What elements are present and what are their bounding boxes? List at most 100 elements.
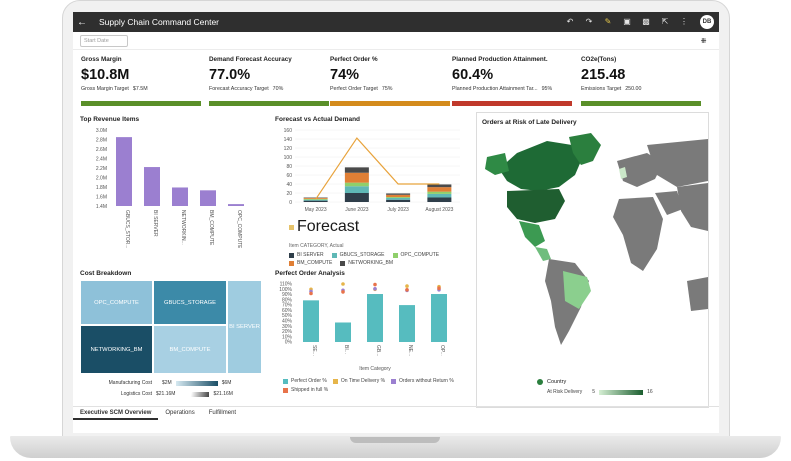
map-legend: Country	[537, 379, 566, 385]
stack-segment[interactable]	[427, 191, 452, 194]
marker[interactable]	[341, 290, 345, 294]
redo-icon[interactable]: ↷	[585, 17, 593, 26]
bar[interactable]	[399, 305, 415, 342]
start-date-field[interactable]: Start Date	[80, 35, 128, 47]
stack-segment[interactable]	[427, 197, 452, 203]
legend-item: On Time Delivery %	[332, 378, 385, 384]
treemap-cell-bm-compute[interactable]: BM_COMPUTE	[153, 325, 227, 374]
bar[interactable]	[200, 190, 216, 206]
stack-segment[interactable]	[427, 187, 452, 192]
forecast-line[interactable]	[315, 137, 440, 200]
kpi-target: Perfect Order Target 75%	[330, 86, 393, 92]
kpi-tile[interactable]: CO2e(Tons) 215.48 Emissions Target 250.00	[581, 56, 701, 106]
kpi-label: Planned Production Attainment.	[452, 56, 548, 63]
map-country-middle-east[interactable]	[655, 191, 683, 215]
stack-segment[interactable]	[386, 194, 411, 198]
y-tick-label: 20%	[282, 329, 293, 335]
save-icon[interactable]: ▣	[623, 17, 631, 26]
treemap-cell-opc-compute[interactable]: OPC_COMPUTE	[80, 280, 153, 325]
map-country-greenland[interactable]	[569, 133, 601, 165]
stack-segment[interactable]	[386, 197, 411, 200]
stack-segment[interactable]	[386, 197, 411, 198]
y-tick-label: 0%	[285, 340, 293, 346]
bar[interactable]	[367, 294, 383, 342]
map-country-europe[interactable]	[617, 153, 663, 187]
kpi-tile[interactable]: Demand Forecast Accuracy 77.0% Forecast Ac…	[209, 56, 329, 106]
stack-segment[interactable]	[427, 184, 452, 188]
stack-segment[interactable]	[303, 200, 328, 202]
map-country-asia[interactable]	[677, 183, 708, 231]
treemap-cell-gbucs-storage[interactable]: GBUCS_STORAGE	[153, 280, 227, 325]
treemap-cell-bi-server[interactable]: BI SERVER	[227, 280, 262, 374]
legend-item: BI SERVER	[289, 252, 324, 258]
y-tick-label: 2.2M	[96, 166, 107, 172]
marker[interactable]	[341, 282, 345, 286]
map-country-africa[interactable]	[613, 197, 663, 271]
filter-icon[interactable]: ⧻	[700, 36, 707, 45]
stack-segment[interactable]	[386, 193, 411, 195]
bar[interactable]	[303, 300, 319, 342]
bar[interactable]	[144, 167, 160, 206]
kpi-tile[interactable]: Gross Margin $10.8M Gross Margin Target $7.…	[81, 56, 201, 106]
marker[interactable]	[373, 286, 377, 291]
y-tick-label: 60%	[282, 308, 293, 314]
y-tick-label: 80	[286, 164, 292, 170]
map-country-brazil[interactable]	[563, 271, 591, 309]
bar[interactable]	[116, 137, 132, 206]
more-icon[interactable]: ⋮	[680, 17, 688, 26]
marker[interactable]	[309, 291, 313, 296]
x-tick-label: July 2023	[387, 207, 409, 213]
bar[interactable]	[431, 294, 447, 342]
y-tick-label: 60	[286, 173, 292, 179]
kpi-tile[interactable]: Perfect Order % 74% Perfect Order Target 75…	[330, 56, 450, 106]
tab-operations[interactable]: Operations	[165, 410, 195, 416]
stack-segment[interactable]	[344, 182, 369, 187]
stack-segment[interactable]	[386, 199, 411, 202]
share-icon[interactable]: ⇱	[661, 17, 669, 26]
present-icon[interactable]: ▩	[642, 17, 650, 26]
map-country-usa[interactable]	[507, 189, 565, 223]
stack-segment[interactable]	[344, 193, 369, 202]
x-tick-label: SE...	[311, 345, 317, 356]
legend-item: BM_COMPUTE	[289, 260, 332, 266]
stack-segment[interactable]	[344, 186, 369, 193]
tab-executive-scm-overview[interactable]: Executive SCM Overview	[73, 407, 159, 420]
map-country-canada[interactable]	[499, 141, 581, 191]
marker[interactable]	[373, 282, 377, 287]
bar[interactable]	[335, 322, 351, 342]
marker[interactable]	[405, 288, 409, 292]
map-country-russia[interactable]	[647, 139, 708, 187]
legend-item: Shipped in full %	[283, 387, 328, 393]
marker[interactable]	[405, 284, 409, 288]
map-country-central-america[interactable]	[535, 247, 551, 261]
map-country-australia[interactable]	[687, 277, 708, 311]
kpi-value: 215.48	[581, 67, 626, 83]
stack-segment[interactable]	[344, 172, 369, 183]
marker[interactable]	[437, 286, 441, 291]
tab-fulfillment[interactable]: Fulfillment	[208, 410, 237, 416]
y-tick-label: 2.0M	[96, 176, 107, 182]
treemap-cell-networking-bm[interactable]: NETWORKING_BM	[80, 325, 153, 374]
map-scale-min: 5	[592, 389, 596, 395]
stack-segment[interactable]	[344, 167, 369, 173]
bar[interactable]	[172, 187, 188, 206]
edit-icon[interactable]: ✎	[604, 17, 612, 26]
map-country-mexico[interactable]	[519, 221, 545, 247]
top-revenue-chart: 1.4M 1.6M 1.8M 2.0M 2.2M 2.4M 2.6M 2.8M 3.0M GBUC…	[96, 128, 244, 248]
legend-forecast-label: Forecast	[297, 218, 360, 235]
kpi-tile[interactable]: Planned Production Attainment. 60.4% Plann…	[452, 56, 572, 106]
x-tick-label: OP...	[439, 345, 445, 356]
world-map[interactable]	[477, 131, 708, 371]
map-country-alaska[interactable]	[485, 153, 509, 175]
stack-segment[interactable]	[303, 199, 328, 201]
map-country-uk[interactable]	[619, 167, 627, 179]
undo-icon[interactable]: ↶	[566, 17, 574, 26]
bar[interactable]	[228, 204, 244, 206]
legend-item: NETWORKING_BM	[340, 260, 393, 266]
stack-segment[interactable]	[427, 193, 452, 198]
avatar[interactable]: DB	[700, 15, 714, 29]
back-arrow-icon[interactable]: ←	[77, 16, 87, 28]
kpi-target: Gross Margin Target $7.5M	[81, 86, 148, 92]
laptop-base	[10, 436, 781, 458]
x-tick-label: GBUCS_STOR...	[124, 210, 130, 248]
